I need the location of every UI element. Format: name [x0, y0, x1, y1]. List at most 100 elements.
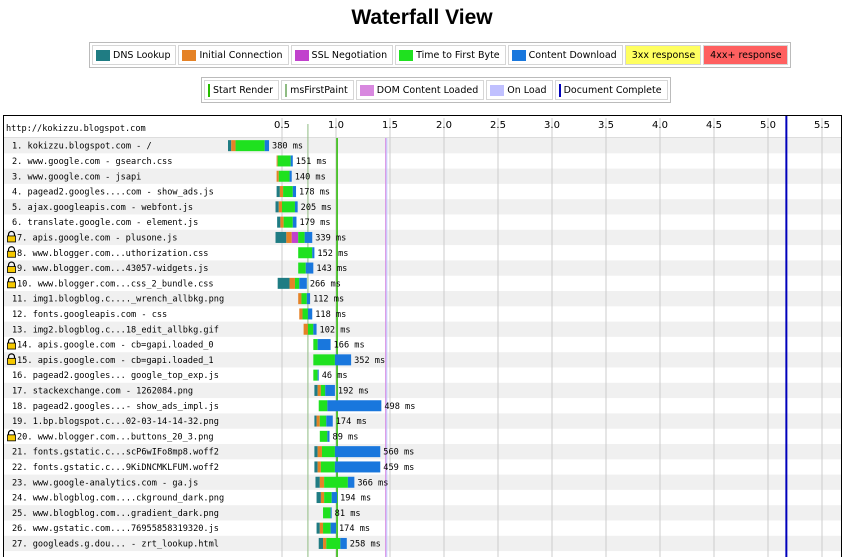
legend-marker — [490, 84, 505, 96]
connect-segment — [316, 415, 320, 427]
request-label: 27. googleads.g.dou... - zrt_lookup.html — [12, 539, 219, 549]
legend-swatch — [96, 49, 110, 61]
request-label: 16. pagead2.googles... google_top_exp.js — [12, 371, 219, 381]
legend-label: Content Download — [528, 49, 617, 61]
request-duration: 258 ms — [350, 539, 381, 549]
ttfb-segment — [298, 262, 306, 274]
x-tick-label: 4.5 — [706, 120, 722, 131]
dns-segment — [275, 201, 279, 213]
legend-marker — [359, 84, 374, 96]
download-segment — [325, 384, 335, 396]
request-label: 5. ajax.googleapis.com - webfont.js — [12, 203, 193, 213]
ttfb-segment — [294, 277, 300, 289]
legend-item-document-complete: Document Complete — [554, 80, 668, 100]
connect-segment — [303, 323, 308, 335]
row-stripe — [4, 321, 841, 337]
x-tick-label: 0.5 — [274, 120, 290, 131]
legend-item-start-render: Start Render — [204, 80, 280, 100]
lock-icon — [7, 276, 16, 289]
legend-swatch — [399, 49, 414, 61]
connect-segment — [298, 293, 302, 305]
dns-segment — [316, 522, 320, 534]
legend-label: Document Complete — [563, 84, 662, 96]
ttfb-segment — [283, 186, 293, 198]
lock-icon — [7, 230, 16, 243]
waterfall-svg: 0.5 1.0 1.5 2.0 2.5 3.0 3.5 4.0 4.5 5.0 5.5 http://… — [4, 116, 841, 557]
dns-segment — [314, 446, 318, 458]
lock-icon — [7, 246, 16, 258]
ttfb-segment — [313, 369, 318, 381]
row-stripe — [4, 413, 841, 429]
ttfb-segment — [283, 216, 293, 228]
row-stripe — [4, 352, 841, 368]
download-segment — [327, 400, 382, 412]
row-stripe — [4, 229, 841, 246]
legend-swatch — [511, 49, 526, 61]
ttfb-segment — [282, 201, 295, 213]
legend-label: DOM Content Loaded — [376, 84, 479, 96]
legend-item-ssl-negotiation: SSL Negotiation — [290, 45, 394, 65]
x-tick-label: 5.0 — [760, 120, 776, 131]
request-duration: 102 ms — [320, 325, 351, 335]
download-segment — [326, 415, 333, 427]
connect-segment — [320, 492, 325, 504]
request-label: 2. www.google.com - gsearch.css — [12, 157, 172, 167]
request-label: 21. fonts.gstatic.c...scP6wIFo8mp8.woff2 — [12, 448, 219, 458]
legend-marker — [285, 83, 288, 97]
request-label: 17. stackexchange.com - 1262084.png — [12, 386, 193, 396]
download-segment — [264, 140, 270, 152]
row-stripe — [4, 382, 841, 399]
request-duration: 174 ms — [339, 524, 370, 534]
x-tick-label: 2.0 — [436, 120, 452, 131]
download-segment — [331, 492, 338, 504]
download-segment — [313, 323, 317, 335]
row-stripe — [4, 138, 841, 154]
download-segment — [304, 231, 313, 243]
connect-segment — [323, 537, 327, 549]
request-duration: 194 ms — [340, 494, 371, 504]
request-label: 7. apis.google.com - plusone.js — [17, 233, 177, 243]
ttfb-segment — [298, 247, 313, 259]
dns-segment — [316, 492, 321, 504]
legend-label: 3xx response — [631, 49, 696, 61]
download-segment — [330, 522, 336, 534]
legend-swatch — [182, 49, 197, 61]
timing-legend: DNS Lookup Initial Connection SSL Negotiat… — [89, 42, 791, 68]
request-label: 11. img1.blogblog.c...._wrench_allbkg.pn… — [12, 295, 224, 305]
ttfb-segment — [324, 492, 332, 504]
download-segment — [290, 155, 293, 167]
ttfb-segment — [301, 293, 307, 305]
ssl-segment — [291, 231, 299, 243]
request-label: 10. www.blogger.com...css_2_bundle.css — [17, 279, 214, 289]
download-segment — [299, 277, 307, 289]
row-stripe — [4, 291, 841, 307]
download-segment — [334, 354, 352, 366]
request-label: 13. img2.blogblog.c...18_edit_allbkg.gif — [12, 325, 219, 335]
x-tick-label: 4.0 — [652, 120, 668, 131]
request-duration: 266 ms — [310, 279, 341, 289]
dns-segment — [277, 216, 281, 228]
legend-label: DNS Lookup — [113, 49, 171, 61]
request-label: 19. 1.bp.blogspot.c...02-03-14-14-32.png — [12, 417, 219, 427]
connect-segment — [319, 522, 324, 534]
ttfb-segment — [319, 430, 328, 442]
request-duration: 81 ms — [335, 509, 361, 519]
lock-icon — [7, 338, 16, 350]
ttfb-segment — [321, 446, 335, 458]
request-label: 12. fonts.googleapis.com - css — [12, 310, 167, 320]
download-segment — [330, 507, 332, 519]
connect-segment — [317, 446, 322, 458]
connect-segment — [319, 476, 325, 488]
request-duration: 205 ms — [301, 203, 332, 213]
dns-segment — [314, 384, 318, 396]
request-duration: 459 ms — [383, 463, 414, 473]
legend-label: Start Render — [213, 84, 274, 96]
page-url-label: http://kokizzu.blogspot.com — [6, 124, 146, 134]
request-label: 8. www.blogger.com...uthorization.css — [17, 249, 208, 259]
request-duration: 166 ms — [334, 341, 365, 351]
ttfb-segment — [320, 384, 326, 396]
download-segment — [340, 537, 347, 549]
request-duration: 151 ms — [296, 157, 327, 167]
connect-segment — [280, 216, 284, 228]
request-label: 18. pagead2.googles...- show_ads_impl.js — [12, 402, 219, 412]
